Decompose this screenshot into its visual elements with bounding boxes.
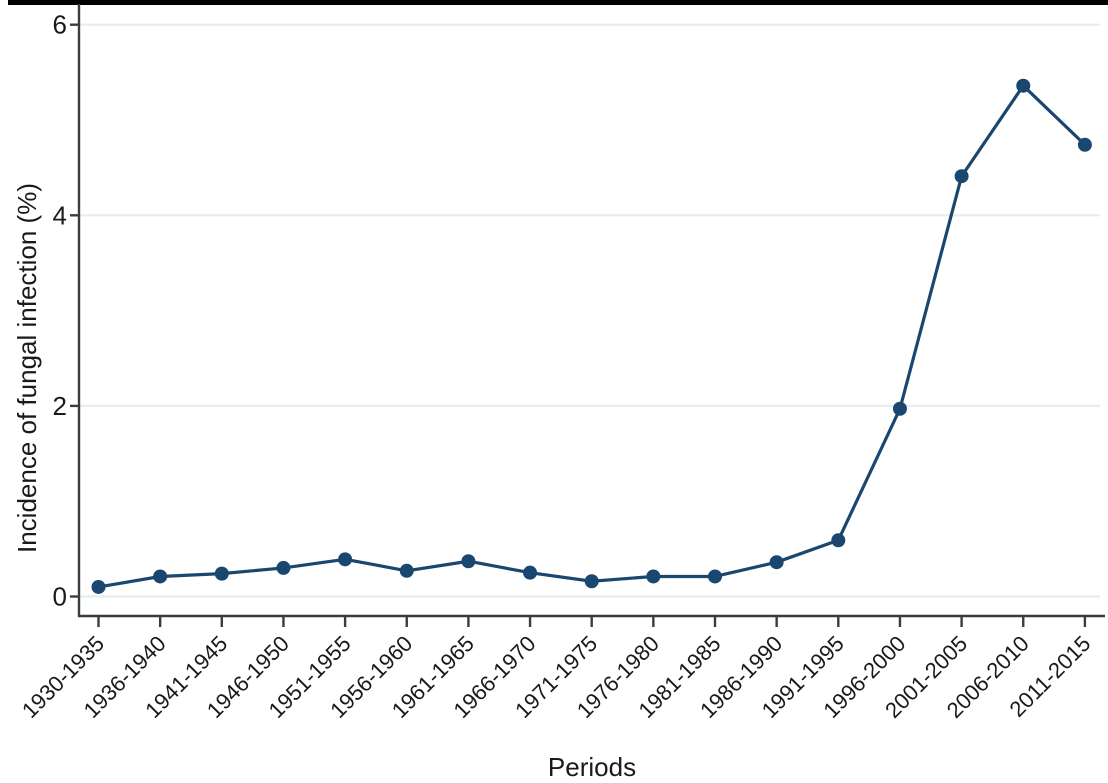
data-point bbox=[338, 552, 353, 567]
x-axis-title: Periods bbox=[548, 752, 636, 782]
data-point bbox=[769, 555, 784, 570]
y-tick-label: 6 bbox=[53, 10, 67, 40]
data-point bbox=[399, 563, 414, 578]
data-point bbox=[708, 569, 722, 584]
y-tick-label: 2 bbox=[53, 391, 67, 421]
data-point bbox=[214, 566, 229, 581]
y-axis-title: Incidence of fungal infection (%) bbox=[12, 183, 42, 553]
grid-layer bbox=[80, 23, 1100, 598]
data-point bbox=[461, 554, 476, 569]
data-point bbox=[584, 574, 599, 589]
y-tick-label: 4 bbox=[53, 200, 67, 230]
series-layer bbox=[91, 78, 1092, 594]
data-point bbox=[523, 565, 538, 580]
data-point bbox=[831, 533, 846, 548]
data-point bbox=[91, 579, 106, 594]
data-point bbox=[276, 560, 291, 575]
series-line bbox=[98, 84, 1087, 589]
data-point bbox=[954, 169, 969, 184]
data-point bbox=[1077, 137, 1092, 152]
data-point bbox=[892, 401, 907, 416]
axis-layer bbox=[70, 4, 1105, 627]
y-tick-label: 0 bbox=[53, 582, 67, 612]
figure-top-border bbox=[8, 0, 1108, 5]
data-point bbox=[1016, 78, 1031, 93]
data-point bbox=[153, 569, 168, 584]
data-point bbox=[646, 569, 661, 584]
